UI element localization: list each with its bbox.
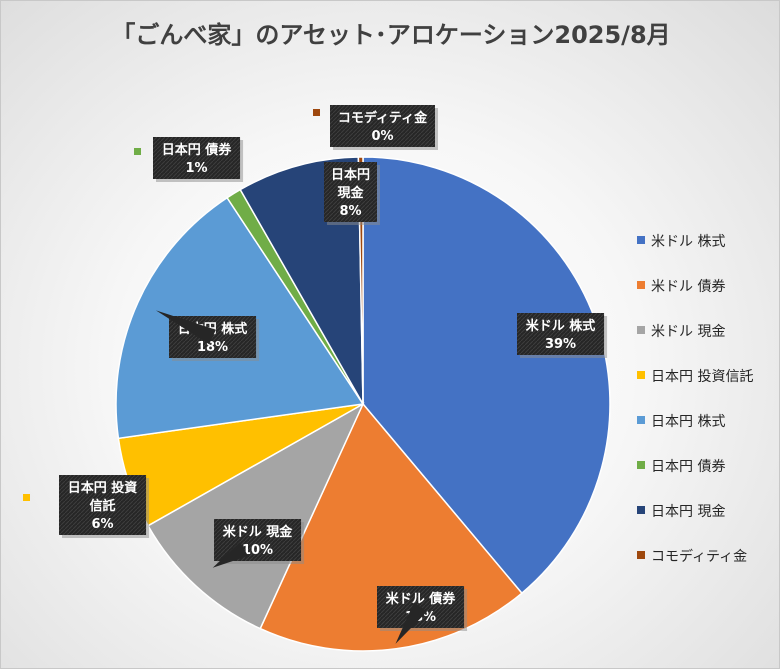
- legend-item: コモディティ金: [637, 546, 779, 591]
- legend-item: 日本円 債券: [637, 456, 779, 501]
- data-label-name: 日本円 投資: [68, 480, 138, 496]
- label-marker: [313, 109, 320, 116]
- data-label-name: 米ドル 株式: [526, 318, 596, 334]
- data-label-value: 10%: [242, 543, 273, 558]
- legend-swatch: [637, 281, 645, 289]
- data-label-name: 米ドル 現金: [223, 524, 294, 540]
- data-label-leader: [212, 542, 249, 568]
- legend-label: コモディティ金: [651, 549, 748, 565]
- label-marker: [134, 148, 141, 155]
- legend-item: 米ドル 債券: [637, 276, 779, 321]
- data-label-value: 18%: [197, 340, 228, 355]
- data-label-leader: [155, 310, 216, 345]
- data-label-value: 1%: [185, 161, 207, 176]
- data-label-name: 米ドル 債券: [386, 591, 457, 607]
- data-label-name: 日本円 債券: [162, 142, 233, 158]
- legend-label: 日本円 現金: [651, 504, 726, 520]
- data-label-name: コモディティ金: [338, 110, 428, 126]
- legend-swatch: [637, 371, 645, 379]
- legend-swatch: [637, 236, 645, 244]
- legend: 米ドル 株式 米ドル 債券 米ドル 現金日本円 投資信託 日本円 株式 日本円 債券 日本…: [637, 231, 779, 591]
- legend-label: 米ドル 債券: [651, 279, 726, 295]
- data-label-name: 日本円: [331, 167, 370, 183]
- data-label-leader: [395, 602, 428, 644]
- data-label: コモディティ金 0%: [330, 105, 438, 150]
- legend-item: 米ドル 現金: [637, 321, 779, 366]
- legend-swatch: [637, 416, 645, 424]
- data-label: 日本円 債券 1%: [153, 137, 244, 182]
- data-label-name: 現金: [337, 185, 364, 201]
- legend-item: 日本円 現金: [637, 501, 779, 546]
- legend-label: 米ドル 現金: [651, 324, 726, 340]
- legend-label: 日本円 投資信託: [651, 369, 754, 385]
- data-label: 米ドル 株式 39%: [517, 313, 608, 358]
- legend-label: 日本円 株式: [651, 414, 726, 430]
- legend-label: 日本円 債券: [651, 459, 726, 475]
- label-marker: [23, 494, 30, 501]
- legend-item: 米ドル 株式: [637, 231, 779, 276]
- legend-label: 米ドル 株式: [651, 234, 726, 250]
- data-label-value: 8%: [339, 204, 361, 219]
- legend-swatch: [637, 461, 645, 469]
- data-label-value: 0%: [371, 129, 393, 144]
- data-label-value: 6%: [91, 517, 113, 532]
- legend-swatch: [637, 551, 645, 559]
- legend-swatch: [637, 506, 645, 514]
- legend-item: 日本円 投資信託: [637, 366, 779, 411]
- data-label-name: 信託: [90, 498, 116, 514]
- pie-slice: [147, 402, 365, 630]
- data-label-value: 39%: [545, 337, 576, 352]
- legend-swatch: [637, 326, 645, 334]
- data-label: 日本円 投資信託 6%: [59, 475, 150, 538]
- chart-title: 「ごんべ家」のアセット･アロケーション2025/8月: [111, 21, 671, 49]
- legend-item: 日本円 株式: [637, 411, 779, 456]
